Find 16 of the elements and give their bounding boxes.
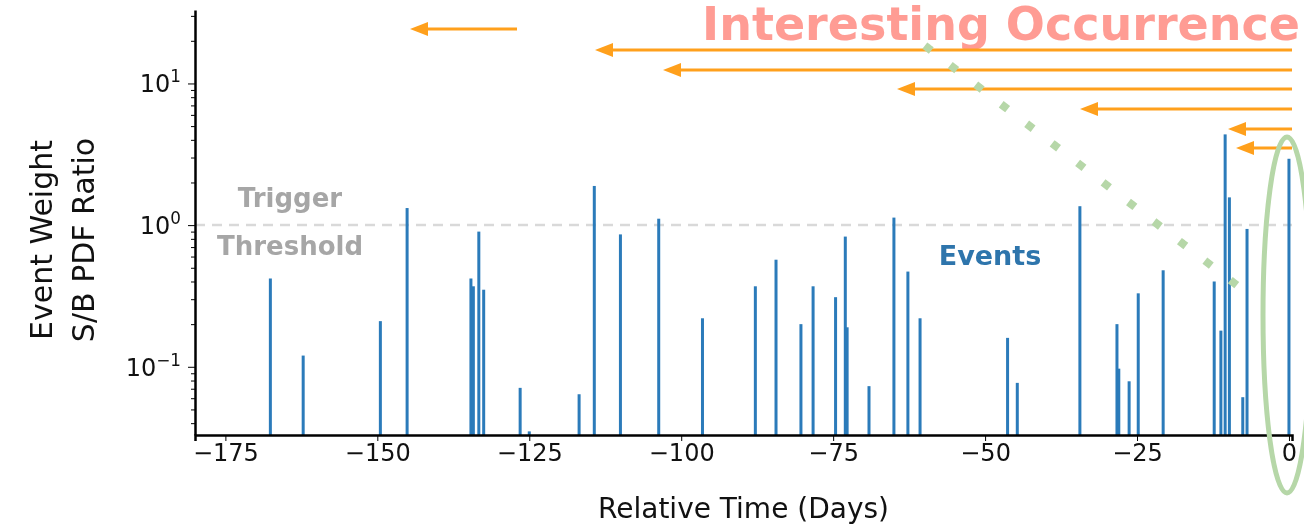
x-tick-label: −175 xyxy=(192,439,259,468)
x-tick-label: −100 xyxy=(648,439,715,468)
x-tick-label: −25 xyxy=(1112,439,1163,468)
y-tick-label: 10$^{0}$ xyxy=(139,208,181,241)
ref-line-label: Trigger Threshold xyxy=(216,183,364,262)
x-axis-title: Relative Time (Days) xyxy=(598,492,889,525)
x-tick-label: 0 xyxy=(1281,439,1298,468)
y-tick-label: 10$^{1}$ xyxy=(139,66,181,99)
x-tick-label: −75 xyxy=(808,439,859,468)
x-tick-label: −50 xyxy=(960,439,1011,468)
annotation: Interesting Occurrence xyxy=(702,0,1300,51)
x-tick-label: −150 xyxy=(344,439,411,468)
y-tick-label: 10$^{−1}$ xyxy=(125,349,181,382)
y-axis-title: Event Weight S/B PDF Ratio xyxy=(24,137,101,343)
x-tick-label: −125 xyxy=(496,439,563,468)
annotation: Events xyxy=(938,240,1042,271)
